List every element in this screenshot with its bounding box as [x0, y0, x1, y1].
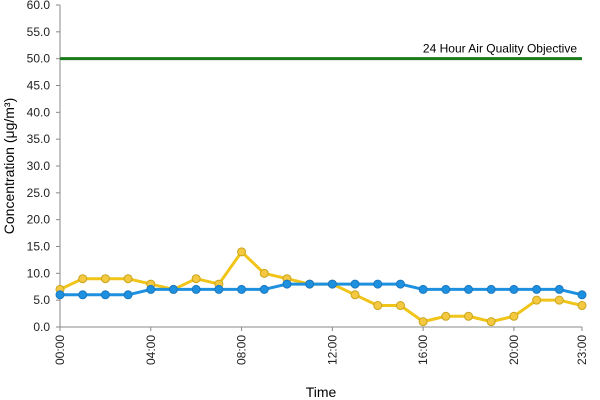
x-tick-label: 16:00 — [416, 335, 430, 365]
series-2-point — [441, 284, 451, 294]
y-tick-label: 25.0 — [27, 186, 51, 200]
y-tick-label: 5.0 — [33, 293, 50, 307]
reference-line-group: 24 Hour Air Quality Objective — [60, 42, 582, 61]
series-2-point — [486, 284, 496, 294]
series-1-point — [441, 311, 451, 321]
series-1-line — [59, 250, 583, 324]
x-tick-label: 12:00 — [325, 335, 339, 365]
series-1-point — [373, 301, 383, 311]
series-1-point — [237, 247, 247, 257]
y-tick-label: 20.0 — [27, 213, 51, 227]
y-tick-label: 35.0 — [27, 132, 51, 146]
series-1-point — [191, 274, 201, 284]
x-axis-title: Time — [306, 384, 337, 400]
y-tick-label: 50.0 — [27, 52, 51, 66]
series-2-point — [237, 284, 247, 294]
series-2-point — [577, 290, 587, 300]
series-2-point — [464, 284, 474, 294]
series-group — [55, 247, 587, 327]
series-1-point — [100, 274, 110, 284]
series-1-point — [464, 311, 474, 321]
series-2-point — [214, 284, 224, 294]
series-2-point — [305, 279, 315, 289]
series-1-point — [395, 301, 405, 311]
series-2-point — [282, 279, 292, 289]
series-2-point — [554, 284, 564, 294]
series-2-point — [509, 284, 519, 294]
y-tick-label: 0.0 — [33, 320, 50, 334]
series-1-point — [486, 317, 496, 327]
series-1-point — [350, 290, 360, 300]
y-axis-title: Concentration (μg/m³) — [1, 98, 17, 234]
series-2-line — [60, 282, 583, 297]
series-2-point — [191, 284, 201, 294]
series-2-point — [373, 279, 383, 289]
series-1-point — [577, 301, 587, 311]
series-1-point — [554, 295, 564, 305]
series-1-point — [123, 274, 133, 284]
series-2-point — [532, 284, 542, 294]
series-1-point — [418, 317, 428, 327]
y-tick-label: 30.0 — [27, 159, 51, 173]
series-2-point — [146, 284, 156, 294]
series-1-point — [78, 274, 88, 284]
series-2-point — [100, 290, 110, 300]
x-tick-label: 20:00 — [507, 335, 521, 365]
x-tick-label: 08:00 — [235, 335, 249, 365]
y-tick-label: 55.0 — [27, 25, 51, 39]
x-tick-label: 04:00 — [144, 335, 158, 365]
x-tick-label: 23:00 — [575, 335, 589, 365]
series-2-point — [259, 284, 269, 294]
y-tick-label: 60.0 — [27, 0, 51, 12]
series-2-point — [350, 279, 360, 289]
y-tick-label: 10.0 — [27, 266, 51, 280]
y-axis-ticks: 0.0 5.0 10.0 15.0 20.0 25.0 30.0 35.0 40.0 45.0 50… — [27, 0, 60, 334]
series-2-point — [418, 284, 428, 294]
series-2-point — [395, 279, 405, 289]
y-tick-label: 45.0 — [27, 79, 51, 93]
y-tick-label: 15.0 — [27, 240, 51, 254]
series-1-point — [532, 295, 542, 305]
series-2-point — [78, 290, 88, 300]
y-tick-label: 40.0 — [27, 105, 51, 119]
series-2-point — [55, 290, 65, 300]
reference-line-label: 24 Hour Air Quality Objective — [423, 42, 577, 56]
series-1-point — [509, 311, 519, 321]
x-tick-label: 00:00 — [53, 335, 67, 365]
series-2-point — [327, 279, 337, 289]
x-axis-ticks: 00:00 04:00 08:00 12:00 16:00 20:00 23:00 — [53, 327, 589, 365]
series-2-point — [168, 284, 178, 294]
series-2-point — [123, 290, 133, 300]
series-1-point — [259, 268, 269, 278]
